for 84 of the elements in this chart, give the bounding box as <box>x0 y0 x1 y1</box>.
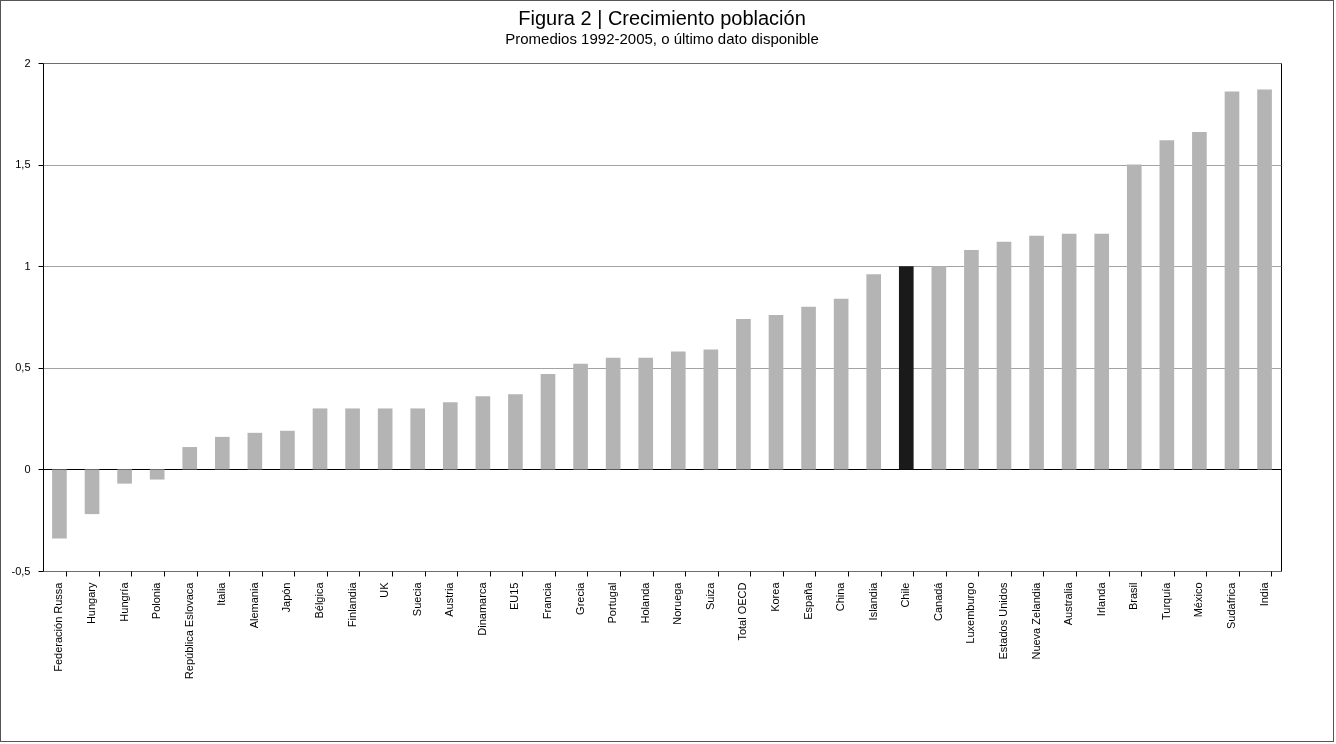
y-tick-label: 0,5 <box>15 361 31 374</box>
bar <box>638 357 654 470</box>
x-tick-label: Sudafrica <box>1224 581 1237 629</box>
x-tick-label: Hungary <box>85 582 98 625</box>
x-tick-label: UK <box>378 581 391 598</box>
bar <box>736 319 751 470</box>
bar <box>1192 132 1207 470</box>
bar <box>1094 233 1110 470</box>
x-tick-label: Luxemburgo <box>964 582 977 644</box>
x-tick-label: Alemania <box>247 581 260 629</box>
x-tick-label: Total OECD <box>736 582 749 641</box>
x-tick-label: Korea <box>769 581 781 612</box>
bar <box>931 266 947 470</box>
x-tick-label: EU15 <box>508 582 521 611</box>
x-tick-label: España <box>801 581 814 620</box>
bar <box>312 408 328 470</box>
x-tick-label: Irlanda <box>1094 581 1107 617</box>
bar <box>247 432 263 470</box>
bar <box>866 274 882 470</box>
bar <box>1126 164 1142 470</box>
bar <box>573 363 588 470</box>
x-tick-label: Islandia <box>866 581 879 621</box>
bar <box>377 408 393 470</box>
bar <box>1257 89 1272 470</box>
x-tick-label: Dinamarca <box>475 581 488 636</box>
bar <box>410 408 426 470</box>
bar <box>1061 233 1077 470</box>
bar <box>1029 235 1044 470</box>
y-tick-label: 0 <box>24 462 31 475</box>
bar <box>670 351 686 470</box>
bar <box>182 447 198 470</box>
x-tick-label: Australia <box>1062 581 1075 626</box>
bar <box>508 394 523 470</box>
x-tick-label: Finlandia <box>345 581 358 628</box>
bar <box>149 469 165 480</box>
x-tick-label: Polonia <box>150 581 163 620</box>
bar <box>898 266 914 470</box>
x-tick-label: Canadá <box>931 581 944 622</box>
x-tick-label: Portugal <box>606 582 619 624</box>
x-tick-label: Austria <box>443 581 456 617</box>
bar <box>280 430 295 470</box>
x-tick-label: Estados Unidos <box>996 582 1009 660</box>
bar <box>1159 140 1175 470</box>
bar <box>605 357 621 470</box>
bar <box>801 306 816 470</box>
bar <box>214 436 230 470</box>
x-tick-label: India <box>1257 581 1270 607</box>
x-tick-label: Federación Russa <box>52 581 65 672</box>
bar <box>833 298 849 470</box>
bar <box>117 469 132 484</box>
x-tick-label: República Eslovaca <box>182 581 195 680</box>
x-tick-label: Suecia <box>410 581 423 617</box>
bar <box>1224 91 1240 470</box>
x-tick-label: Japón <box>280 582 293 613</box>
x-tick-label: Nueva Zelandia <box>1029 581 1042 660</box>
y-tick-label: 1,5 <box>15 158 31 171</box>
bar <box>768 314 784 470</box>
x-tick-label: Francia <box>541 581 553 620</box>
x-tick-label: Italia <box>215 581 228 606</box>
x-tick-label: México <box>1192 582 1205 618</box>
bar <box>540 373 556 470</box>
x-tick-label: Grecia <box>573 581 586 615</box>
x-tick-label: Bélgica <box>313 581 326 619</box>
chart-subtitle: Promedios 1992-2005, o último dato disponible <box>505 30 819 47</box>
y-tick-label: 1 <box>24 259 31 272</box>
bar <box>84 469 100 515</box>
bar <box>442 402 458 470</box>
bar <box>475 396 491 470</box>
chart-title: Figura 2 | Crecimiento población <box>518 7 806 29</box>
bar <box>345 408 360 470</box>
y-tick-label: -0,5 <box>11 564 31 577</box>
x-tick-label: Hungría <box>117 581 130 622</box>
bar <box>703 349 719 470</box>
y-tick-label: 2 <box>24 56 31 69</box>
x-tick-label: Holanda <box>638 581 651 624</box>
x-tick-label: Chile <box>899 582 912 608</box>
x-tick-label: China <box>834 581 847 612</box>
x-tick-label: Brasil <box>1127 582 1140 611</box>
bar <box>964 249 979 470</box>
x-tick-label: Noruega <box>671 581 684 625</box>
x-tick-label: Turquía <box>1159 581 1172 621</box>
bar <box>52 469 67 539</box>
x-tick-label: Suiza <box>703 581 716 611</box>
bar <box>996 241 1012 470</box>
